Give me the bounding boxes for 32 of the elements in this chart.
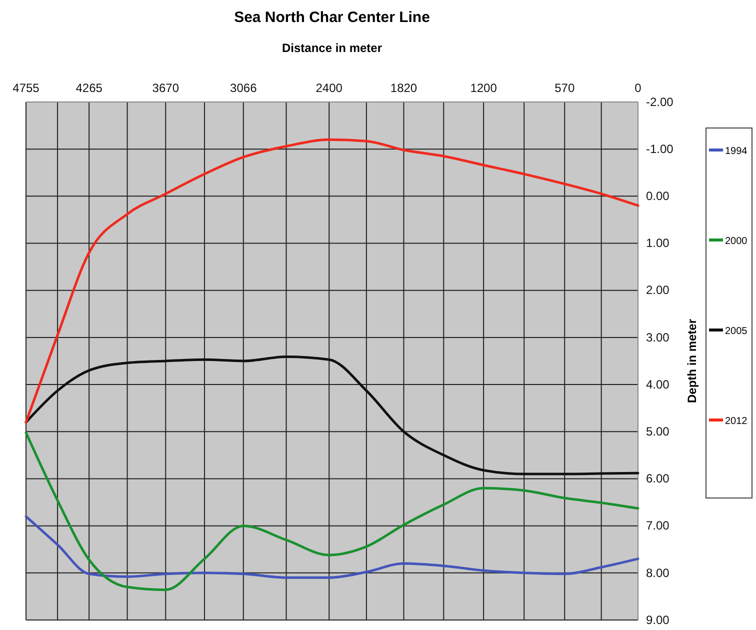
y-tick-label: 5.00 — [646, 424, 670, 438]
x-tick-label: 570 — [554, 81, 575, 95]
y-tick-label: 2.00 — [646, 283, 670, 298]
x-tick-label: 0 — [634, 81, 642, 95]
legend-label: 2005 — [725, 326, 748, 337]
line-series — [24, 356, 640, 476]
y-tick-label: 1.00 — [646, 236, 670, 250]
line-series — [24, 138, 640, 424]
y-axis-title: Depth in meter — [685, 318, 699, 404]
y-tick-label: -2.00 — [646, 94, 674, 109]
x-tick-label: 1820 — [390, 81, 418, 95]
line-series — [24, 515, 640, 579]
x-tick-label: 1200 — [470, 81, 498, 95]
legend-label: 1994 — [725, 146, 748, 157]
line-series — [24, 431, 640, 592]
y-tick-label: 3.00 — [646, 330, 670, 344]
x-tick-label: 2400 — [316, 81, 343, 95]
y-tick-label: 8.00 — [646, 566, 670, 580]
x-tick-label: 4755 — [12, 81, 40, 95]
chart-title: Sea North Char Center Line — [234, 9, 430, 26]
y-tick-label: 4.00 — [646, 377, 670, 392]
x-tick-label: 3670 — [152, 81, 180, 95]
x-tick-label: 4265 — [76, 81, 103, 95]
x-tick-label: 3066 — [230, 81, 258, 95]
legend-label: 2000 — [725, 236, 748, 247]
y-tick-label: -1.00 — [646, 142, 674, 156]
y-tick-label: 9.00 — [646, 612, 670, 627]
legend-label: 2012 — [725, 416, 748, 427]
x-axis-title: Distance in meter — [282, 41, 382, 55]
y-tick-label: 7.00 — [646, 518, 670, 533]
y-tick-label: 0.00 — [646, 189, 670, 204]
y-tick-label: 6.00 — [646, 472, 670, 486]
